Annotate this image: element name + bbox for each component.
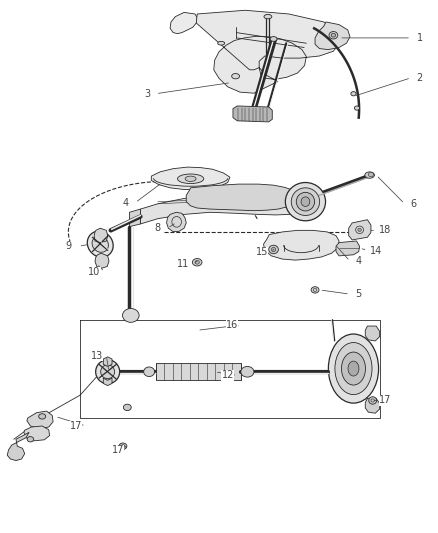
Polygon shape [94, 228, 108, 243]
Ellipse shape [335, 343, 372, 394]
Text: 15: 15 [256, 247, 268, 257]
Ellipse shape [39, 414, 46, 419]
Text: 5: 5 [356, 289, 362, 299]
Polygon shape [141, 192, 306, 224]
Ellipse shape [296, 192, 314, 211]
Ellipse shape [365, 172, 374, 178]
Ellipse shape [311, 287, 319, 293]
Polygon shape [166, 212, 186, 231]
Text: 12: 12 [222, 370, 234, 381]
Polygon shape [365, 398, 380, 413]
Ellipse shape [27, 437, 34, 442]
Ellipse shape [331, 34, 336, 37]
Text: 18: 18 [379, 225, 391, 236]
Ellipse shape [272, 247, 276, 252]
Text: 13: 13 [91, 351, 103, 361]
Polygon shape [186, 184, 293, 211]
Ellipse shape [264, 14, 272, 19]
Ellipse shape [358, 228, 361, 231]
Ellipse shape [348, 361, 359, 376]
Polygon shape [27, 411, 53, 429]
Polygon shape [233, 106, 272, 122]
Ellipse shape [291, 188, 320, 215]
Ellipse shape [124, 404, 131, 410]
Ellipse shape [195, 261, 199, 264]
Ellipse shape [369, 397, 377, 404]
Text: 17: 17 [70, 421, 82, 431]
Text: 1: 1 [417, 33, 423, 43]
Text: 6: 6 [410, 199, 417, 209]
Text: 17: 17 [379, 395, 391, 406]
Ellipse shape [218, 42, 225, 45]
Ellipse shape [232, 74, 240, 79]
Polygon shape [336, 241, 360, 256]
Ellipse shape [354, 106, 360, 110]
Text: 4: 4 [356, 256, 362, 266]
Ellipse shape [270, 37, 277, 42]
Polygon shape [103, 357, 112, 367]
Ellipse shape [101, 365, 115, 378]
Ellipse shape [301, 197, 310, 206]
Text: 8: 8 [155, 223, 161, 233]
Ellipse shape [144, 367, 155, 376]
Ellipse shape [342, 352, 365, 385]
Text: 16: 16 [226, 320, 238, 330]
Ellipse shape [185, 176, 196, 181]
Polygon shape [151, 167, 230, 189]
Ellipse shape [368, 172, 374, 176]
Ellipse shape [328, 334, 378, 403]
Ellipse shape [269, 245, 279, 254]
Ellipse shape [92, 236, 109, 252]
Polygon shape [349, 220, 371, 240]
Ellipse shape [119, 443, 127, 449]
Polygon shape [95, 253, 109, 268]
Ellipse shape [87, 231, 113, 257]
Text: 3: 3 [144, 88, 150, 99]
Ellipse shape [286, 182, 325, 221]
Polygon shape [7, 432, 29, 461]
Polygon shape [315, 22, 350, 50]
Polygon shape [103, 378, 112, 385]
Text: 17: 17 [112, 445, 124, 455]
Ellipse shape [177, 174, 204, 183]
Text: 10: 10 [88, 267, 101, 277]
Ellipse shape [329, 31, 338, 39]
Ellipse shape [351, 92, 356, 96]
Text: 9: 9 [65, 241, 71, 251]
Polygon shape [264, 230, 339, 260]
Polygon shape [130, 209, 141, 227]
Polygon shape [155, 364, 241, 380]
Polygon shape [365, 326, 380, 341]
Text: 4: 4 [122, 198, 128, 208]
Ellipse shape [192, 259, 202, 266]
Text: 14: 14 [370, 246, 382, 255]
Polygon shape [170, 12, 197, 34]
Ellipse shape [123, 309, 139, 322]
Text: 11: 11 [177, 259, 189, 269]
Ellipse shape [241, 367, 254, 377]
Text: 2: 2 [417, 73, 423, 83]
Ellipse shape [95, 360, 120, 384]
Polygon shape [196, 10, 340, 93]
Polygon shape [24, 426, 49, 441]
